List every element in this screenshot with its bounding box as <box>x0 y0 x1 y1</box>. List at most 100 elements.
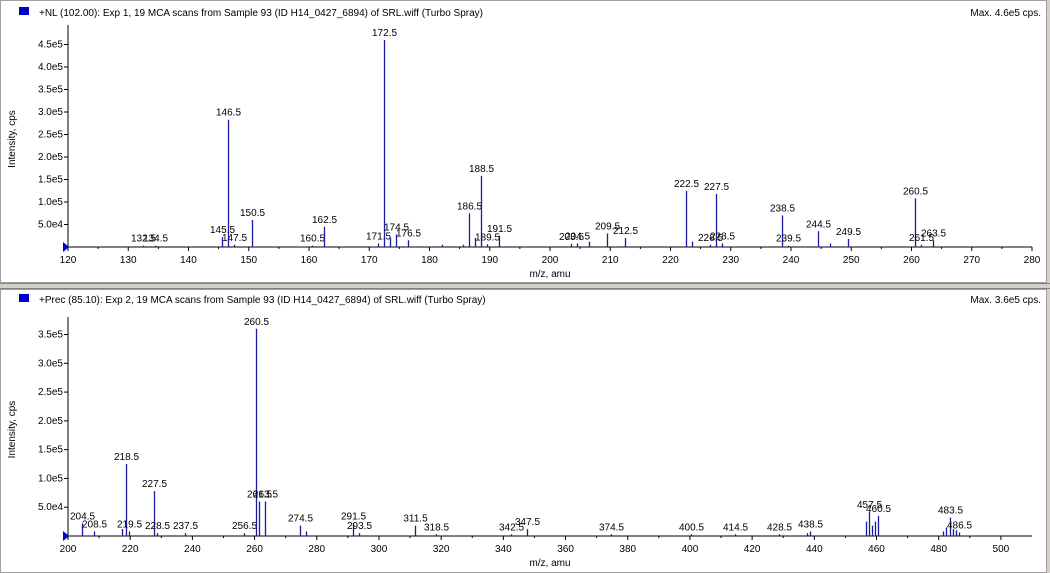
peak-label: 219.5 <box>117 519 142 530</box>
peak-label: 174.5 <box>384 222 409 233</box>
peak-label: 347.5 <box>515 517 540 528</box>
x-tick-label: 260 <box>903 255 920 266</box>
peak-label: 486.5 <box>947 521 972 532</box>
spectrum-marker-icon[interactable] <box>19 294 29 302</box>
x-tick-label: 120 <box>60 255 77 266</box>
pane-splitter[interactable] <box>0 283 1050 289</box>
x-tick-label: 460 <box>868 544 885 555</box>
x-tick-label: 180 <box>421 255 438 266</box>
peak-label: 256.5 <box>232 521 257 532</box>
x-tick-label: 240 <box>184 544 201 555</box>
y-axis-label: Intensity, cps <box>7 110 18 168</box>
peak-label: 208.5 <box>82 519 107 530</box>
max-intensity-label: Max. 3.6e5 cps. <box>970 295 1041 306</box>
x-tick-label: 480 <box>930 544 947 555</box>
x-tick-label: 270 <box>963 255 980 266</box>
peak-label: 172.5 <box>372 28 397 39</box>
peak-label: 209.5 <box>595 222 620 233</box>
y-tick-label: 2.0e5 <box>38 152 63 163</box>
x-tick-label: 250 <box>843 255 860 266</box>
peak-label: 150.5 <box>240 208 265 219</box>
spectrum-pane-prec[interactable]: +Prec (85.10): Exp 2, 19 MCA scans from … <box>0 289 1047 573</box>
spectrum-chart-prec[interactable]: +Prec (85.10): Exp 2, 19 MCA scans from … <box>1 290 1046 572</box>
y-tick-label: 5.0e4 <box>38 502 63 513</box>
peak-label: 203.5 <box>559 232 584 243</box>
y-tick-label: 2.5e5 <box>38 130 63 141</box>
x-tick-label: 150 <box>240 255 257 266</box>
y-tick-label: 3.5e5 <box>38 330 63 341</box>
x-tick-label: 280 <box>1024 255 1041 266</box>
peak-label: 162.5 <box>312 215 337 226</box>
y-tick-label: 4.0e5 <box>38 62 63 73</box>
peak-label: 145.5 <box>210 225 235 236</box>
x-tick-label: 200 <box>542 255 559 266</box>
peak-label: 189.5 <box>475 232 500 243</box>
peak-label: 400.5 <box>679 522 704 533</box>
x-tick-label: 340 <box>495 544 512 555</box>
max-intensity-label: Max. 4.6e5 cps. <box>970 8 1041 19</box>
x-tick-label: 240 <box>783 255 800 266</box>
peak-label: 146.5 <box>216 108 241 119</box>
x-tick-label: 440 <box>806 544 823 555</box>
peak-label: 274.5 <box>288 514 313 525</box>
peak-label: 238.5 <box>770 204 795 215</box>
origin-arrow-icon <box>63 242 69 252</box>
peak-label: 132.5 <box>131 234 156 245</box>
peak-label: 160.5 <box>300 234 325 245</box>
y-tick-label: 2.5e5 <box>38 387 63 398</box>
x-tick-label: 420 <box>744 544 761 555</box>
x-tick-label: 260 <box>246 544 263 555</box>
y-tick-label: 1.0e5 <box>38 473 63 484</box>
x-tick-label: 320 <box>433 544 450 555</box>
peak-label: 263.5 <box>253 489 278 500</box>
x-tick-label: 220 <box>122 544 139 555</box>
peak-label: 218.5 <box>114 452 139 463</box>
spectrum-pane-nl[interactable]: +NL (102.00): Exp 1, 19 MCA scans from S… <box>0 0 1047 283</box>
chart-title: +Prec (85.10): Exp 2, 19 MCA scans from … <box>39 295 486 306</box>
y-tick-label: 2.0e5 <box>38 416 63 427</box>
peak-label: 228.5 <box>145 521 170 532</box>
x-axis-label: m/z, amu <box>529 558 570 569</box>
peak-label: 204.5 <box>70 511 95 522</box>
spectrum-marker-icon[interactable] <box>19 7 29 15</box>
peak-label: 414.5 <box>723 522 748 533</box>
peak-label: 483.5 <box>938 506 963 517</box>
peak-label: 147.5 <box>222 233 247 244</box>
y-tick-label: 4.5e5 <box>38 40 63 51</box>
x-tick-label: 140 <box>180 255 197 266</box>
x-tick-label: 130 <box>120 255 137 266</box>
x-tick-label: 210 <box>602 255 619 266</box>
peak-label: 191.5 <box>487 224 512 235</box>
x-tick-label: 230 <box>722 255 739 266</box>
spectrum-chart-nl[interactable]: +NL (102.00): Exp 1, 19 MCA scans from S… <box>1 1 1046 282</box>
peak-label: 186.5 <box>457 201 482 212</box>
x-tick-label: 160 <box>301 255 318 266</box>
peak-label: 291.5 <box>341 511 366 522</box>
peak-label: 227.5 <box>142 479 167 490</box>
peak-label: 428.5 <box>767 522 792 533</box>
peak-label: 171.5 <box>366 231 391 242</box>
y-tick-label: 5.0e4 <box>38 220 63 231</box>
peak-label: 261.5 <box>247 489 272 500</box>
peak-label: 228.5 <box>710 231 735 242</box>
peak-label: 134.5 <box>143 234 168 245</box>
y-tick-label: 3.0e5 <box>38 107 63 118</box>
x-tick-label: 200 <box>60 544 77 555</box>
x-tick-label: 280 <box>308 544 325 555</box>
peak-label: 261.5 <box>909 233 934 244</box>
y-tick-label: 1.0e5 <box>38 197 63 208</box>
peak-label: 188.5 <box>469 164 494 175</box>
peak-label: 176.5 <box>396 228 421 239</box>
x-tick-label: 300 <box>371 544 388 555</box>
y-tick-label: 1.5e5 <box>38 445 63 456</box>
chart-title: +NL (102.00): Exp 1, 19 MCA scans from S… <box>39 8 483 19</box>
peak-label: 237.5 <box>173 521 198 532</box>
peak-label: 460.5 <box>866 504 891 515</box>
origin-arrow-icon <box>63 531 69 541</box>
peak-label: 260.5 <box>903 186 928 197</box>
peak-label: 438.5 <box>798 519 823 530</box>
peak-label: 374.5 <box>599 522 624 533</box>
x-tick-label: 190 <box>481 255 498 266</box>
peak-label: 318.5 <box>424 522 449 533</box>
peak-label: 244.5 <box>806 219 831 230</box>
